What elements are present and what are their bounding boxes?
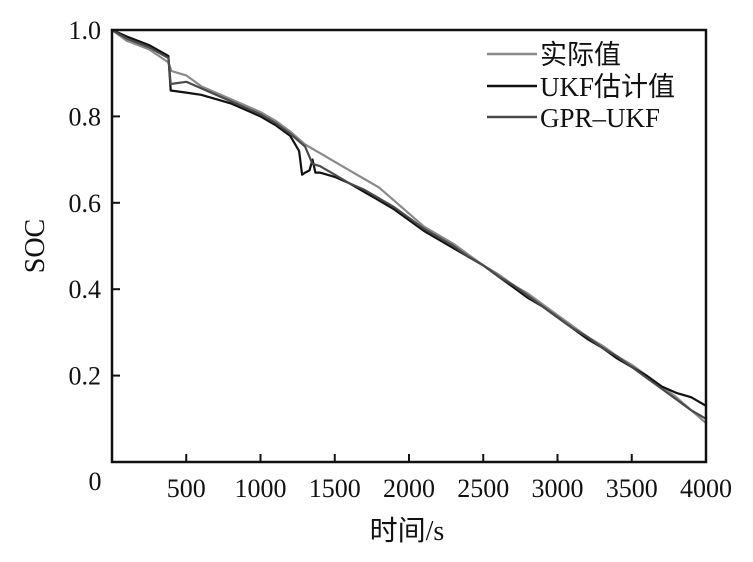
x-tick-label: 2500 bbox=[457, 474, 509, 503]
x-tick-label: 4000 bbox=[680, 474, 732, 503]
series-line-2 bbox=[110, 28, 708, 420]
x-tick-label: 2000 bbox=[383, 474, 435, 503]
legend-label-2: GPR–UKF bbox=[540, 103, 660, 133]
x-tick-label: 1000 bbox=[235, 474, 287, 503]
x-tick-label: 1500 bbox=[309, 474, 361, 503]
y-axis-ticks: 0.2 0.4 0.6 0.8 1.0 bbox=[69, 16, 120, 391]
series-layer bbox=[110, 28, 708, 425]
legend-label-1: UKF估计值 bbox=[540, 72, 675, 102]
y-tick-label: 0.2 bbox=[69, 362, 102, 391]
x-tick-label: 3000 bbox=[532, 474, 584, 503]
x-tick-label: 500 bbox=[167, 474, 206, 503]
plot-frame bbox=[110, 28, 708, 464]
y-tick-label: 1.0 bbox=[69, 16, 102, 45]
y-tick-label: 0.6 bbox=[69, 189, 102, 218]
x-axis-title: 时间/s bbox=[370, 515, 445, 547]
x-axis-ticks: 0 500 1000 1500 2000 2500 3000 3500 4000 bbox=[89, 454, 732, 503]
series-line-0 bbox=[110, 28, 708, 425]
y-tick-label: 0.8 bbox=[69, 102, 102, 131]
legend-label-0: 实际值 bbox=[540, 40, 621, 70]
y-axis-title: SOC bbox=[20, 219, 51, 273]
y-tick-label: 0.4 bbox=[69, 275, 102, 304]
x-tick-label: 3500 bbox=[606, 474, 658, 503]
origin-label: 0 bbox=[89, 467, 102, 496]
